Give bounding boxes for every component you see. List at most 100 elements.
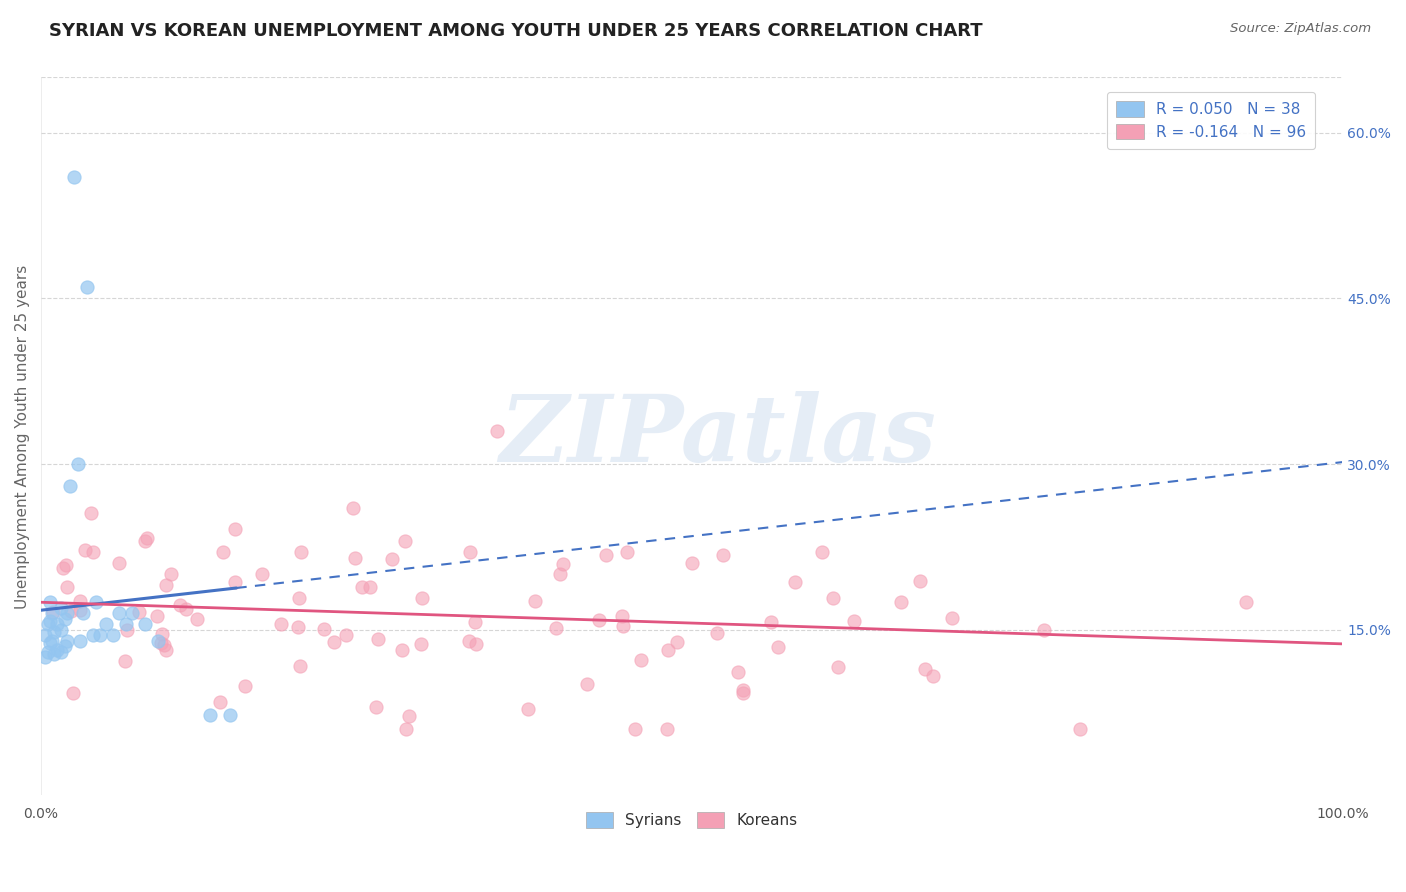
- Point: [53, 612, 76, 626]
- Point: [553, 557, 575, 571]
- Point: [155, 578, 177, 592]
- Point: [908, 574, 931, 588]
- Point: [80, 506, 103, 520]
- Point: [335, 628, 357, 642]
- Point: [312, 623, 335, 637]
- Point: [75, 543, 97, 558]
- Point: [588, 614, 610, 628]
- Point: [72, 606, 94, 620]
- Point: [612, 619, 634, 633]
- Point: [39, 614, 62, 628]
- Point: [1033, 623, 1056, 637]
- Point: [160, 567, 183, 582]
- Point: [616, 545, 638, 559]
- Point: [766, 640, 789, 654]
- Point: [49, 623, 72, 637]
- Point: [827, 659, 849, 673]
- Point: [41, 633, 63, 648]
- Point: [101, 628, 124, 642]
- Point: [186, 612, 208, 626]
- Point: [595, 549, 617, 563]
- Point: [69, 594, 91, 608]
- Text: SYRIAN VS KOREAN UNEMPLOYMENT AMONG YOUTH UNDER 25 YEARS CORRELATION CHART: SYRIAN VS KOREAN UNEMPLOYMENT AMONG YOUT…: [49, 22, 983, 40]
- Point: [233, 679, 256, 693]
- Point: [39, 595, 62, 609]
- Point: [200, 707, 222, 722]
- Point: [82, 628, 104, 642]
- Point: [155, 643, 177, 657]
- Point: [458, 634, 481, 648]
- Point: [135, 531, 157, 545]
- Point: [69, 603, 91, 617]
- Point: [41, 605, 63, 619]
- Point: [59, 479, 82, 493]
- Text: Source: ZipAtlas.com: Source: ZipAtlas.com: [1230, 22, 1371, 36]
- Point: [76, 280, 98, 294]
- Point: [544, 621, 567, 635]
- Point: [69, 633, 91, 648]
- Point: [612, 609, 634, 624]
- Point: [34, 650, 56, 665]
- Point: [287, 620, 309, 634]
- Point: [55, 558, 77, 573]
- Point: [941, 611, 963, 625]
- Point: [121, 606, 143, 620]
- Point: [343, 551, 366, 566]
- Y-axis label: Unemployment Among Youth under 25 years: Unemployment Among Youth under 25 years: [15, 264, 30, 608]
- Point: [59, 603, 82, 617]
- Point: [391, 643, 413, 657]
- Point: [359, 580, 381, 594]
- Point: [218, 707, 240, 722]
- Point: [224, 574, 246, 589]
- Point: [82, 545, 104, 559]
- Point: [288, 591, 311, 606]
- Point: [785, 575, 807, 590]
- Point: [39, 636, 62, 650]
- Point: [1234, 595, 1257, 609]
- Point: [464, 615, 486, 629]
- Point: [150, 636, 173, 650]
- Point: [34, 628, 56, 642]
- Point: [224, 522, 246, 536]
- Point: [350, 580, 373, 594]
- Point: [398, 709, 420, 723]
- Point: [150, 627, 173, 641]
- Point: [367, 632, 389, 647]
- Point: [624, 722, 647, 736]
- Point: [323, 635, 346, 649]
- Point: [411, 591, 433, 606]
- Point: [485, 424, 508, 438]
- Point: [288, 659, 311, 673]
- Point: [169, 599, 191, 613]
- Point: [134, 534, 156, 549]
- Point: [657, 722, 679, 736]
- Point: [146, 609, 169, 624]
- Point: [733, 686, 755, 700]
- Point: [49, 600, 72, 615]
- Point: [465, 637, 488, 651]
- Point: [630, 653, 652, 667]
- Point: [665, 635, 688, 649]
- Point: [810, 545, 832, 559]
- Point: [727, 665, 749, 679]
- Point: [45, 617, 67, 632]
- Point: [37, 617, 59, 632]
- Point: [128, 605, 150, 619]
- Point: [523, 594, 546, 608]
- Point: [52, 560, 75, 574]
- Point: [148, 633, 170, 648]
- Point: [174, 602, 197, 616]
- Point: [842, 614, 865, 628]
- Point: [548, 567, 571, 582]
- Point: [42, 624, 65, 639]
- Point: [290, 545, 312, 559]
- Point: [681, 557, 703, 571]
- Point: [62, 685, 84, 699]
- Point: [37, 645, 59, 659]
- Point: [209, 696, 232, 710]
- Point: [731, 683, 754, 698]
- Text: ZIPatlas: ZIPatlas: [499, 392, 936, 482]
- Point: [657, 642, 679, 657]
- Point: [108, 606, 131, 620]
- Legend: Syrians, Koreans: Syrians, Koreans: [579, 806, 804, 834]
